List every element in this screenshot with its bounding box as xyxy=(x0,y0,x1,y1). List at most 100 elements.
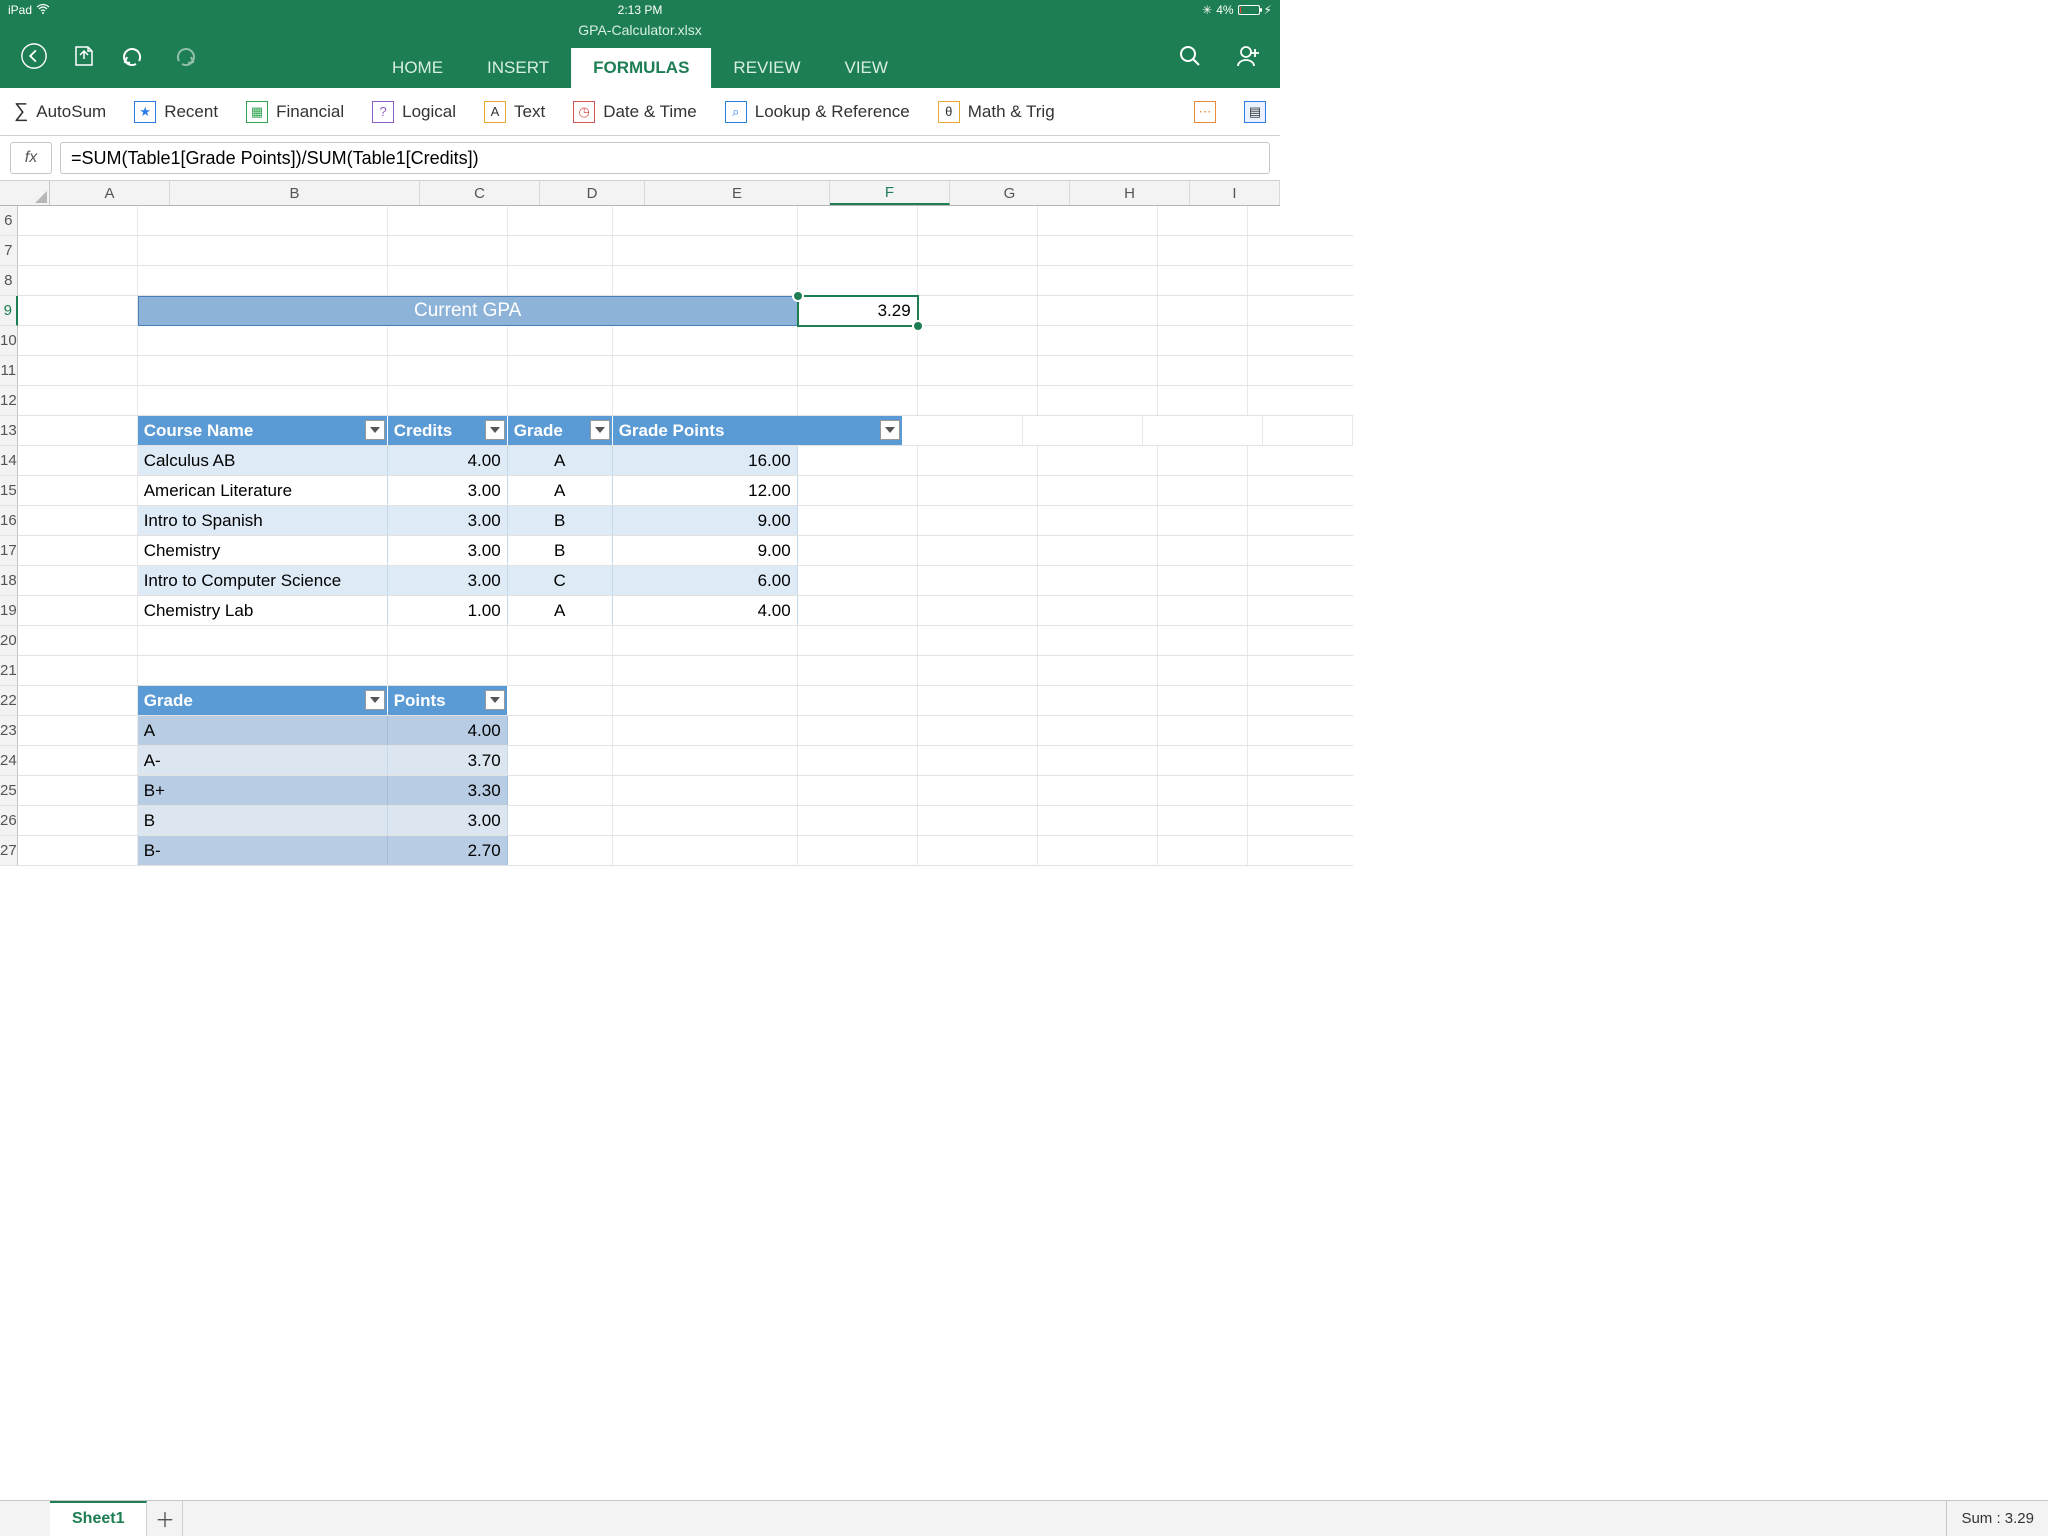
cell[interactable] xyxy=(1038,386,1158,415)
cell[interactable] xyxy=(1038,506,1158,535)
cell[interactable] xyxy=(798,716,918,745)
cell[interactable] xyxy=(508,356,613,385)
tool-calculator[interactable]: ▤ xyxy=(1244,101,1266,123)
cell[interactable] xyxy=(1158,506,1248,535)
row-header[interactable]: 7 xyxy=(0,236,18,266)
row-header[interactable]: 13 xyxy=(0,416,18,446)
cell[interactable]: 3.00 xyxy=(388,506,508,535)
cell[interactable]: 1.00 xyxy=(388,596,508,625)
cell[interactable] xyxy=(138,386,388,415)
cell[interactable] xyxy=(18,446,138,475)
cell[interactable] xyxy=(918,476,1038,505)
cell[interactable] xyxy=(798,686,918,715)
cell[interactable] xyxy=(508,626,613,655)
cell[interactable] xyxy=(798,626,918,655)
cell[interactable] xyxy=(1158,716,1248,745)
row-header[interactable]: 6 xyxy=(0,206,18,236)
cell[interactable] xyxy=(798,506,918,535)
cell[interactable] xyxy=(918,386,1038,415)
row-header[interactable]: 25 xyxy=(0,776,18,806)
cell[interactable] xyxy=(1023,416,1143,445)
cell[interactable] xyxy=(18,356,138,385)
cell[interactable] xyxy=(18,566,138,595)
col-header-D[interactable]: D xyxy=(540,181,645,205)
cell[interactable] xyxy=(18,656,138,685)
tool-lookup[interactable]: ⌕Lookup & Reference xyxy=(725,101,910,123)
cell[interactable] xyxy=(18,506,138,535)
cell[interactable]: 4.00 xyxy=(388,716,508,745)
cell[interactable]: Intro to Computer Science xyxy=(138,566,388,595)
cell[interactable] xyxy=(613,806,798,835)
cell[interactable] xyxy=(18,386,138,415)
cell[interactable] xyxy=(613,656,798,685)
cell[interactable] xyxy=(1158,386,1248,415)
cell[interactable]: Grade Points xyxy=(613,416,903,445)
cell[interactable]: 2.70 xyxy=(388,836,508,865)
cell[interactable] xyxy=(1263,416,1353,445)
ribbon-tab-view[interactable]: VIEW xyxy=(822,48,909,88)
col-header-H[interactable]: H xyxy=(1070,181,1190,205)
cell[interactable] xyxy=(1038,236,1158,265)
cell[interactable] xyxy=(613,386,798,415)
row-header[interactable]: 12 xyxy=(0,386,18,416)
cell[interactable]: B xyxy=(508,506,613,535)
tool-more[interactable]: ⋯ xyxy=(1194,101,1216,123)
cell[interactable] xyxy=(138,326,388,355)
cell[interactable] xyxy=(798,326,918,355)
cell[interactable] xyxy=(1158,596,1248,625)
cell[interactable] xyxy=(508,206,613,235)
col-header-G[interactable]: G xyxy=(950,181,1070,205)
row-header[interactable]: 9 xyxy=(0,296,18,326)
filter-dropdown[interactable] xyxy=(590,420,610,440)
cell[interactable] xyxy=(1038,206,1158,235)
cell[interactable]: Chemistry Lab xyxy=(138,596,388,625)
row-header[interactable]: 24 xyxy=(0,746,18,776)
row-header[interactable]: 16 xyxy=(0,506,18,536)
cell[interactable] xyxy=(613,626,798,655)
cell[interactable] xyxy=(613,836,798,865)
cell[interactable]: 3.00 xyxy=(388,566,508,595)
cell[interactable]: 3.00 xyxy=(388,536,508,565)
cell[interactable] xyxy=(798,386,918,415)
cell[interactable] xyxy=(798,356,918,385)
tool-text[interactable]: AText xyxy=(484,101,545,123)
row-header[interactable]: 15 xyxy=(0,476,18,506)
cell[interactable] xyxy=(1158,566,1248,595)
cell[interactable] xyxy=(18,326,138,355)
spreadsheet-grid[interactable]: ABCDEFGHI 678910111213141516171819202122… xyxy=(0,180,1280,866)
cell[interactable] xyxy=(508,386,613,415)
cell[interactable] xyxy=(388,206,508,235)
row-header[interactable]: 20 xyxy=(0,626,18,656)
cell[interactable] xyxy=(1158,836,1248,865)
cell[interactable] xyxy=(918,236,1038,265)
cell[interactable] xyxy=(918,716,1038,745)
cell[interactable] xyxy=(138,266,388,295)
back-button[interactable] xyxy=(20,42,48,70)
cell[interactable]: 3.00 xyxy=(388,806,508,835)
cell[interactable] xyxy=(18,296,138,325)
cell[interactable]: 3.00 xyxy=(388,476,508,505)
cell[interactable] xyxy=(798,476,918,505)
cell[interactable] xyxy=(508,686,613,715)
cell[interactable] xyxy=(918,806,1038,835)
cell[interactable] xyxy=(1158,296,1248,325)
cell[interactable] xyxy=(1038,746,1158,775)
row-header[interactable]: 21 xyxy=(0,656,18,686)
select-all-corner[interactable] xyxy=(0,181,50,205)
cell[interactable] xyxy=(138,356,388,385)
cell[interactable] xyxy=(613,746,798,775)
row-header[interactable]: 23 xyxy=(0,716,18,746)
cell[interactable]: Course Name xyxy=(138,416,388,445)
cell[interactable] xyxy=(1038,266,1158,295)
cell[interactable] xyxy=(388,386,508,415)
cell[interactable]: Grade xyxy=(508,416,613,445)
cell[interactable] xyxy=(798,566,918,595)
cell[interactable] xyxy=(1038,836,1158,865)
cell[interactable] xyxy=(18,776,138,805)
tool-mathtrig[interactable]: θMath & Trig xyxy=(938,101,1055,123)
cell[interactable] xyxy=(1038,656,1158,685)
cell[interactable] xyxy=(918,296,1038,325)
row-header[interactable]: 10 xyxy=(0,326,18,356)
cell[interactable]: 6.00 xyxy=(613,566,798,595)
cell[interactable] xyxy=(18,236,138,265)
